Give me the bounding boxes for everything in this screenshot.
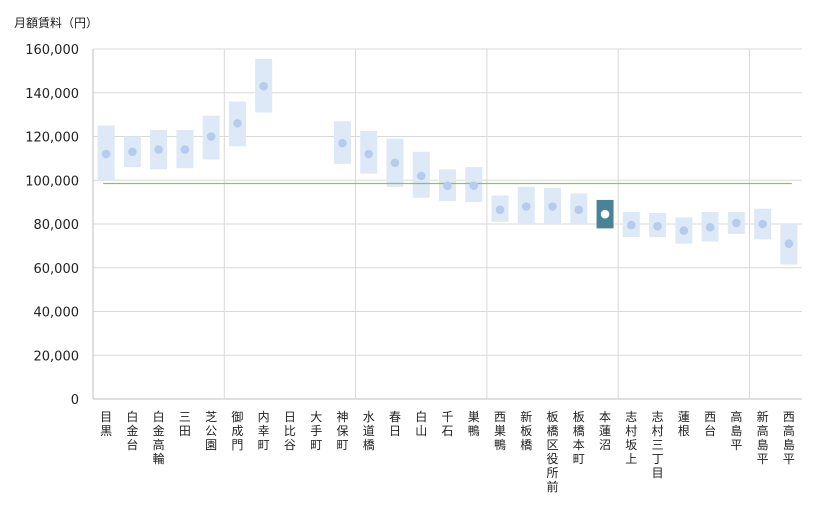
x-tick-label: 板橋本町 <box>573 410 585 466</box>
value-dot <box>521 202 531 211</box>
dot-layer <box>101 81 794 248</box>
x-tick-label: 高島平 <box>730 409 742 452</box>
x-tick-label: 西巣鴨 <box>494 410 506 452</box>
x-axis-ticks: 目黒 白金台 白金高輪 三田 芝公園 御成門 内幸町 日比谷 大手町 神保町 水道橋 春日白山千石巣鴨… <box>100 409 795 494</box>
x-tick-label: 三田 <box>179 410 191 438</box>
value-dot <box>416 171 426 181</box>
value-dot <box>679 226 689 235</box>
value-dot <box>469 181 479 191</box>
x-tick-label: 蓮根 <box>678 410 690 438</box>
x-tick-label: 目黒 <box>100 410 112 438</box>
value-dot <box>338 138 347 148</box>
y-tick-label: 120,000 <box>25 131 79 146</box>
value-dot <box>206 132 216 141</box>
x-tick-label: 内幸町 <box>258 410 270 452</box>
x-tick-label: 巣鴨 <box>468 410 480 438</box>
value-dot <box>784 239 794 248</box>
y-tick-label: 20,000 <box>34 349 80 364</box>
value-dot <box>627 220 636 230</box>
x-tick-label: 大手町 <box>310 410 322 452</box>
value-dot <box>154 145 163 154</box>
x-tick-label: 水道橋 <box>363 410 375 452</box>
value-dot <box>180 145 190 154</box>
value-dot <box>758 219 767 229</box>
value-dot <box>732 218 741 228</box>
value-dot <box>233 119 242 128</box>
y-tick-label: 0 <box>71 393 79 408</box>
x-tick-label: 新板橋 <box>520 409 532 452</box>
value-dot <box>259 81 268 91</box>
x-tick-label: 志村坂上 <box>625 410 637 466</box>
y-tick-label: 140,000 <box>25 87 79 102</box>
x-tick-label: 白金高輪 <box>153 409 165 466</box>
value-dot <box>495 205 505 215</box>
value-dot <box>101 149 111 159</box>
y-tick-label: 160,000 <box>25 43 79 58</box>
x-tick-label: 西高島平 <box>783 410 795 466</box>
value-dot <box>390 158 400 168</box>
x-tick-label: 日比谷 <box>284 410 296 452</box>
value-dot <box>364 149 374 159</box>
x-tick-label: 春日 <box>389 410 401 438</box>
x-tick-label: 志村三丁目 <box>652 410 664 480</box>
y-tick-label: 100,000 <box>25 174 79 189</box>
value-dot <box>574 205 584 215</box>
x-tick-label: 神保町 <box>336 410 348 452</box>
x-tick-label: 千石 <box>441 410 453 438</box>
value-dot <box>705 222 715 232</box>
x-tick-label: 本蓮沼 <box>599 410 611 452</box>
x-tick-label: 西台 <box>704 410 716 438</box>
x-tick-label: 板橋区役所前 <box>547 410 559 494</box>
value-dot <box>443 181 452 191</box>
x-tick-label: 御成門 <box>231 409 243 452</box>
x-tick-label: 白山 <box>415 409 427 438</box>
x-tick-label: 新高島平 <box>757 409 769 466</box>
value-dot <box>128 147 137 157</box>
y-axis-ticks: 0 20,000 40,000 60,000 80,000 100,000 120,000 1… <box>25 43 79 408</box>
x-tick-label: 芝公園 <box>205 409 217 452</box>
grid-layer <box>92 48 802 400</box>
value-dot <box>548 202 557 211</box>
value-dot-highlight <box>600 209 610 219</box>
band-layer <box>97 58 798 265</box>
x-tick-label: 白金台 <box>126 409 138 452</box>
y-tick-label: 60,000 <box>34 262 80 277</box>
y-tick-label: 40,000 <box>34 306 80 321</box>
y-tick-label: 80,000 <box>34 218 80 233</box>
value-dot <box>653 221 662 231</box>
unit-label: 月額賃料（円） <box>14 15 98 30</box>
